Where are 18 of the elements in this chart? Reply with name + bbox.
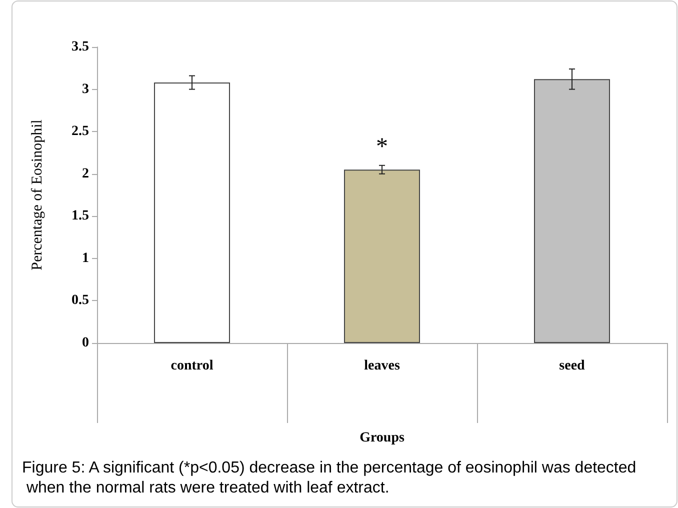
y-tick-label: 3.5	[72, 40, 89, 54]
bar	[344, 170, 420, 343]
x-tick-label: leaves	[364, 358, 400, 374]
bar	[534, 79, 610, 343]
y-tick-label: 0.5	[72, 293, 89, 308]
y-axis-title: Percentage of Eosinophil	[30, 120, 46, 270]
y-tick-label: 1	[82, 250, 89, 266]
x-axis-title: Groups	[360, 430, 405, 446]
bar	[154, 82, 230, 343]
y-tick-label: 1.5	[72, 208, 89, 224]
x-tick-label: control	[170, 358, 214, 374]
caption: Figure 5: A significant (*p<0.05) decrease in the percentage of eosinophil was detected when the normal rats were treated with leaf extract.	[22, 460, 636, 496]
y-tick-label: 2	[82, 166, 89, 182]
y-tick-label: 2.5	[72, 124, 89, 140]
y-tick-label: 3	[82, 82, 89, 97]
annotation: *	[376, 134, 388, 160]
y-tick-label: 0	[82, 336, 89, 350]
x-tick-label: seed	[559, 358, 586, 374]
